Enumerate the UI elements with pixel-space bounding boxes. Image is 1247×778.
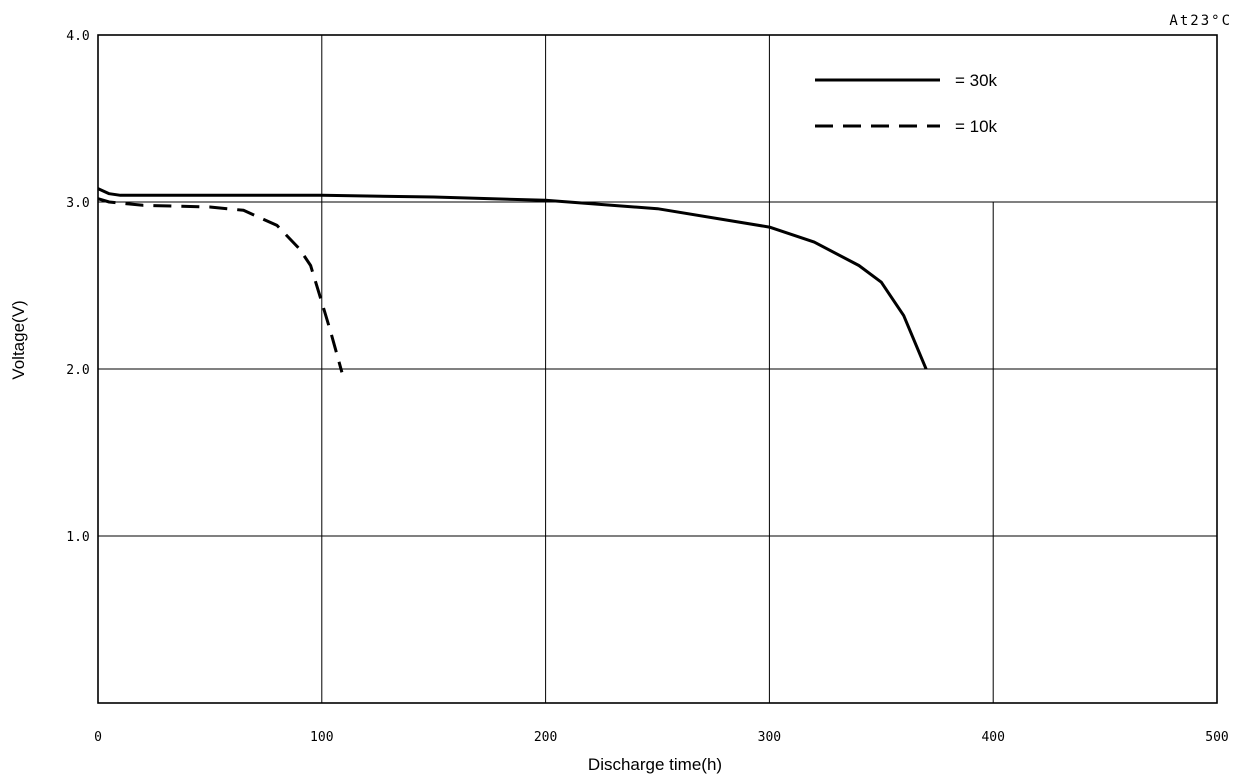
x-axis-label: Discharge time(h) [588, 755, 722, 774]
x-tick-label: 200 [534, 730, 557, 745]
series-line [97, 187, 928, 370]
temperature-annotation: At23°C [1169, 13, 1232, 29]
legend-label: = 10k [955, 117, 998, 136]
chart-series [97, 187, 928, 373]
x-tick-label: 300 [758, 730, 781, 745]
x-axis-ticks: 0 100 200 300 400 500 [94, 730, 1229, 745]
y-tick-label: 1.0 [66, 530, 89, 545]
y-tick-label: 3.0 [66, 196, 89, 211]
plot-area-frame [97, 34, 1218, 704]
x-tick-label: 0 [94, 730, 102, 745]
y-tick-label: 4.0 [66, 29, 89, 44]
x-tick-label: 400 [981, 730, 1004, 745]
x-tick-label: 500 [1205, 730, 1228, 745]
y-axis-ticks: 1.0 2.0 3.0 4.0 [66, 29, 89, 545]
series-line [97, 197, 344, 373]
x-tick-label: 100 [310, 730, 333, 745]
y-tick-label: 2.0 [66, 363, 89, 378]
chart-grid [98, 35, 1217, 703]
chart-legend: = 30k = 10k [815, 71, 998, 136]
legend-label: = 30k [955, 71, 998, 90]
y-axis-label: Voltage(V) [9, 300, 28, 379]
